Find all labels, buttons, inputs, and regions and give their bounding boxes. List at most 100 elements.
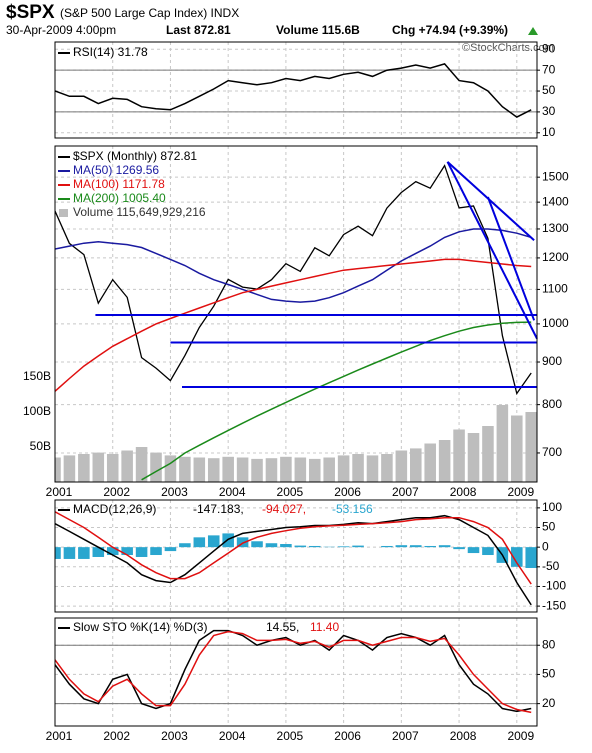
bar [179, 456, 191, 482]
y2-tick-label: 50B [30, 439, 51, 453]
bar [410, 448, 422, 482]
x-tick-label: 2008 [450, 729, 477, 743]
bar [164, 455, 177, 482]
bar [280, 544, 292, 548]
legend-label: $SPX (Monthly) 872.81 [73, 149, 197, 163]
bar [294, 545, 307, 548]
y-tick-label: -150 [542, 598, 566, 612]
bar [438, 545, 451, 548]
y-tick-label: -100 [542, 579, 566, 593]
x-tick-label: 2007 [392, 485, 419, 499]
x-tick-label: 2008 [450, 485, 477, 499]
bar [78, 547, 90, 559]
y-tick-label: 700 [542, 445, 562, 459]
volume: Volume 115.6B [276, 23, 360, 37]
bar [424, 545, 436, 548]
plot [55, 42, 537, 138]
up-arrow [528, 27, 538, 35]
bar [150, 452, 162, 482]
bar [265, 543, 278, 548]
bar [467, 547, 480, 554]
bar [496, 405, 509, 482]
bar [55, 547, 61, 559]
y-tick-label: 1000 [542, 316, 569, 330]
bar [482, 547, 494, 556]
last-price: Last 872.81 [166, 23, 231, 37]
legend-swatch [59, 209, 68, 217]
bar [294, 457, 307, 482]
bar [106, 547, 119, 556]
y-tick-label: -50 [542, 559, 560, 573]
bar [236, 537, 249, 548]
bar [438, 440, 451, 482]
legend-label: RSI(14) 31.78 [73, 45, 148, 59]
bar [453, 547, 465, 550]
x-tick-label: 2004 [219, 729, 246, 743]
x-tick-label: 2003 [161, 729, 188, 743]
y-tick-label: 1200 [542, 250, 569, 264]
y-tick-label: 50 [542, 83, 556, 97]
bar [164, 547, 177, 552]
trend-line [486, 196, 536, 321]
x-tick-label: 2005 [277, 485, 304, 499]
bar [121, 450, 133, 482]
panel-frame [54, 41, 538, 139]
plot [55, 500, 537, 612]
bar [207, 458, 220, 482]
panel-frame [54, 499, 538, 613]
y-tick-label: 10 [542, 125, 556, 139]
y-tick-label: 900 [542, 354, 562, 368]
y-tick-label: 50 [542, 520, 556, 534]
bar [121, 547, 133, 556]
x-tick-label: 2007 [392, 729, 419, 743]
bar [352, 454, 364, 482]
bar [453, 429, 465, 482]
x-tick-label: 2004 [219, 485, 246, 499]
x-tick-label: 2006 [334, 485, 361, 499]
y-tick-label: 100 [542, 500, 562, 514]
x-tick-label: 2002 [103, 485, 130, 499]
y2-tick-label: 100B [23, 404, 51, 418]
bar [381, 545, 393, 548]
bar [150, 547, 162, 556]
bar [467, 433, 480, 482]
change: Chg +74.94 (+9.39%) [392, 23, 508, 37]
date: 30-Apr-2009 4:00pm [6, 23, 116, 37]
bar [92, 452, 105, 482]
legend-label: MA(100) 1171.78 [73, 177, 165, 191]
bar [525, 547, 537, 568]
x-tick-label: 2009 [507, 729, 534, 743]
x-tick-label: 2002 [103, 729, 130, 743]
x-tick-label: 2005 [277, 729, 304, 743]
symbol: $SPX [6, 2, 55, 23]
bar [511, 415, 523, 482]
bar [193, 457, 206, 482]
legend-title: MACD(12,26,9) [73, 502, 156, 516]
bar [63, 455, 76, 482]
y-tick-label: 1100 [542, 282, 568, 296]
legend-label: MA(200) 1005.40 [73, 191, 166, 205]
y-tick-label: 70 [542, 62, 556, 76]
trend-line [446, 161, 538, 340]
x-tick-label: 2006 [334, 729, 361, 743]
bar [193, 537, 206, 548]
legend-value: 14.55, [266, 620, 299, 634]
bar [251, 541, 263, 548]
bar [207, 535, 220, 548]
bar [511, 547, 523, 567]
bar [395, 545, 408, 548]
plot [55, 146, 537, 482]
bar [265, 458, 278, 482]
legend-label: Volume 115,649,929,216 [73, 205, 206, 219]
legend-title: Slow STO %K(14) %D(3) [73, 620, 207, 634]
bar [352, 545, 364, 548]
bar [78, 454, 90, 482]
bar [337, 546, 350, 548]
y-tick-label: 1300 [542, 221, 569, 235]
bar [55, 457, 61, 482]
bar [482, 426, 494, 482]
x-tick-label: 2009 [507, 485, 534, 499]
series-line [55, 630, 532, 714]
bar [135, 447, 148, 482]
bar [222, 456, 234, 482]
